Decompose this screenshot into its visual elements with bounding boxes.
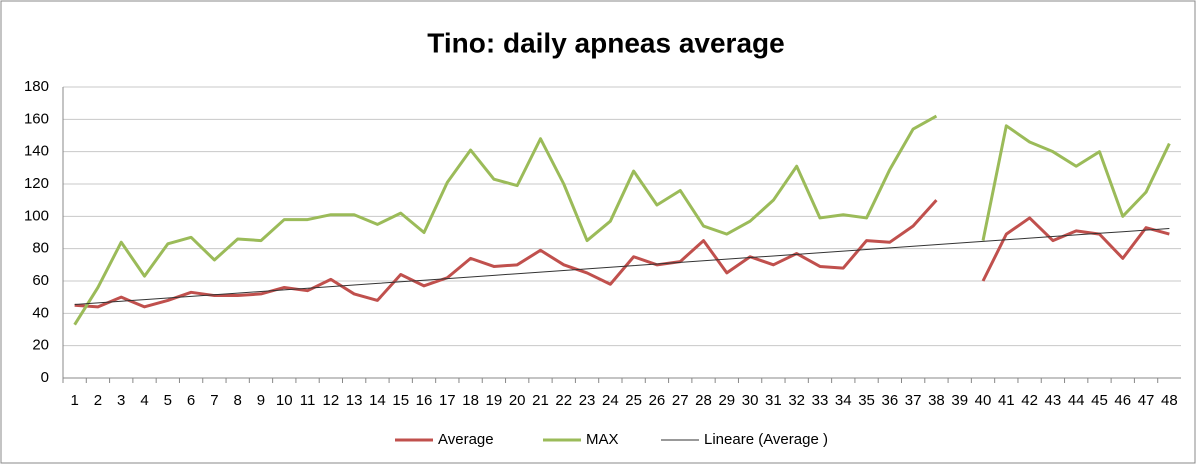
x-tick-label: 18: [462, 392, 479, 409]
series-line: [74, 199, 1170, 309]
legend-label: Lineare (Average ): [704, 431, 828, 448]
x-tick-label: 42: [1021, 392, 1038, 409]
x-tick-label: 28: [695, 392, 712, 409]
x-tick-label: 46: [1114, 392, 1131, 409]
x-tick-label: 3: [117, 392, 125, 409]
y-tick-label: 60: [32, 272, 49, 289]
x-tick-label: 43: [1045, 392, 1062, 409]
x-tick-label: 31: [765, 392, 782, 409]
y-tick-label: 120: [24, 175, 49, 192]
x-tick-label: 29: [718, 392, 735, 409]
x-tick-label: 32: [788, 392, 805, 409]
y-tick-label: 160: [24, 110, 49, 127]
x-tick-label: 36: [882, 392, 899, 409]
x-tick-label: 16: [416, 392, 433, 409]
x-tick-label: 5: [164, 392, 172, 409]
series-line: [73, 114, 1171, 326]
x-tick-label: 8: [234, 392, 242, 409]
x-tick-label: 15: [392, 392, 409, 409]
x-tick-label: 37: [905, 392, 922, 409]
x-tick-label: 41: [998, 392, 1015, 409]
x-tick-label: 11: [300, 392, 316, 409]
y-tick-label: 20: [32, 337, 49, 354]
x-tick-label: 21: [532, 392, 549, 409]
x-tick-label: 19: [486, 392, 503, 409]
x-tick-label: 6: [187, 392, 195, 409]
x-tick-label: 9: [257, 392, 265, 409]
x-tick-label: 47: [1138, 392, 1155, 409]
x-tick-label: 40: [975, 392, 992, 409]
x-tick-label: 22: [555, 392, 572, 409]
legend-label: MAX: [586, 431, 619, 448]
x-tick-label: 24: [602, 392, 619, 409]
x-tick-label: 4: [140, 392, 148, 409]
x-tick-label: 17: [439, 392, 456, 409]
chart-title: Tino: daily apneas average: [427, 27, 784, 58]
x-tick-label: 25: [625, 392, 642, 409]
x-tick-label: 48: [1161, 392, 1178, 409]
x-tick-label: 2: [94, 392, 102, 409]
x-tick-label: 44: [1068, 392, 1085, 409]
x-tick-label: 38: [928, 392, 945, 409]
x-tick-label: 14: [369, 392, 386, 409]
y-tick-label: 180: [24, 78, 49, 95]
x-tick-label: 7: [210, 392, 218, 409]
x-tick-label: 33: [812, 392, 829, 409]
y-tick-label: 140: [24, 143, 49, 160]
x-tick-label: 12: [323, 392, 340, 409]
x-tick-label: 10: [276, 392, 293, 409]
x-tick-label: 27: [672, 392, 689, 409]
x-tick-label: 13: [346, 392, 363, 409]
y-tick-label: 80: [32, 240, 49, 257]
series-line: [74, 227, 1170, 305]
legend-label: Average: [438, 431, 494, 448]
x-tick-label: 35: [858, 392, 875, 409]
x-tick-label: 34: [835, 392, 852, 409]
x-tick-label: 26: [649, 392, 666, 409]
x-tick-label: 39: [951, 392, 968, 409]
x-tick-label: 45: [1091, 392, 1108, 409]
y-tick-label: 100: [24, 207, 49, 224]
y-tick-label: 0: [41, 369, 49, 386]
x-tick-label: 30: [742, 392, 759, 409]
y-tick-label: 40: [32, 304, 49, 321]
x-tick-label: 1: [70, 392, 78, 409]
x-tick-label: 20: [509, 392, 526, 409]
x-tick-label: 23: [579, 392, 596, 409]
